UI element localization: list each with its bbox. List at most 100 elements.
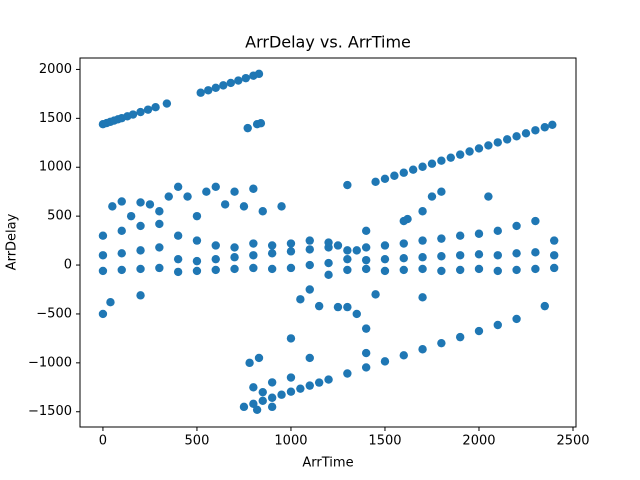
scatter-point [333,302,343,312]
scatter-point [465,147,474,156]
scatter-point [136,246,145,255]
y-tick-label: 500 [47,209,72,224]
scatter-point [117,265,126,275]
scatter-point [418,162,427,171]
plot-frame [79,57,577,428]
scatter-point [98,251,108,260]
x-tick-label: 1500 [368,434,401,449]
scatter-point [343,369,352,378]
scatter-point [230,187,239,196]
scatter-point [249,239,258,248]
scatter-point [249,383,258,392]
scatter-point [98,309,108,319]
scatter-point [286,239,296,248]
scatter-point [136,291,145,300]
scatter-point [98,231,108,240]
scatter-point [455,251,465,260]
scatter-point [155,207,164,216]
scatter-point [502,135,512,144]
scatter-point [361,324,371,333]
scatter-point [230,243,239,252]
scatter-point [408,165,418,174]
scatter-point [286,373,296,382]
scatter-point [220,200,230,209]
scatter-point [474,326,484,336]
scatter-point [484,192,493,201]
scatter-point [136,264,145,274]
scatter-point [549,263,559,273]
scatter-point [267,241,277,250]
scatter-point [437,187,446,196]
scatter-point [173,254,183,264]
scatter-point [196,88,205,97]
scatter-point [343,246,352,255]
scatter-point [202,187,211,196]
scatter-point [305,245,314,254]
scatter-point [361,255,371,265]
x-tick-label: 500 [185,434,210,449]
scatter-point [98,266,108,276]
x-tick-label: 1000 [274,434,307,449]
x-tick-label: 2500 [556,434,589,449]
scatter-point [418,236,427,245]
scatter-point [128,110,138,119]
y-tick-label: 0 [64,258,72,273]
scatter-point [267,402,277,412]
scatter-point [296,384,305,393]
scatter-point [521,129,531,138]
scatter-point [296,295,305,304]
scatter-point [418,264,427,274]
scatter-point [437,156,446,165]
scatter-point [380,174,390,183]
scatter-point [493,320,502,330]
scatter-point [484,141,493,150]
scatter-point [267,378,277,387]
scatter-point [549,251,559,260]
y-tick-label: −500 [36,306,72,321]
scatter-point [305,260,314,270]
scatter-point [403,214,412,224]
x-tick-label: 0 [99,434,107,449]
scatter-point [305,236,314,245]
scatter-point [249,251,258,260]
scatter-point [173,231,183,240]
scatter-point [324,270,333,280]
scatter-point [230,253,239,262]
scatter-point [437,338,446,348]
scatter-point [512,132,521,141]
scatter-point [258,207,267,216]
scatter-point [314,301,324,311]
scatter-point [241,73,251,83]
scatter-point [286,263,296,273]
scatter-point [211,241,220,250]
scatter-point [418,345,427,354]
scatter-point [155,243,164,252]
scatter-point [512,249,521,258]
y-tick-label: 1500 [39,111,72,126]
scatter-point [399,239,408,248]
scatter-point [324,238,333,247]
scatter-point [399,253,408,263]
scatter-point [211,182,220,192]
y-tick-label: −1000 [28,355,72,370]
scatter-point [183,192,192,201]
scatter-point [437,234,446,243]
scatter-point [314,378,324,387]
scatter-point [418,207,427,216]
scatter-point [258,387,267,397]
scatter-point [277,390,286,399]
scatter-point [267,249,277,258]
scatter-point [254,69,264,79]
scatter-point [267,264,277,274]
scatter-point [192,266,202,276]
scatter-point [305,285,314,294]
scatter-point [258,396,267,405]
scatter-point [136,221,145,231]
scatter-point [173,267,183,277]
scatter-point [252,405,262,414]
scatter-point [474,250,484,259]
scatter-point [399,265,408,275]
scatter-point [474,229,484,238]
scatter-point [380,357,390,366]
scatter-point [474,144,484,153]
